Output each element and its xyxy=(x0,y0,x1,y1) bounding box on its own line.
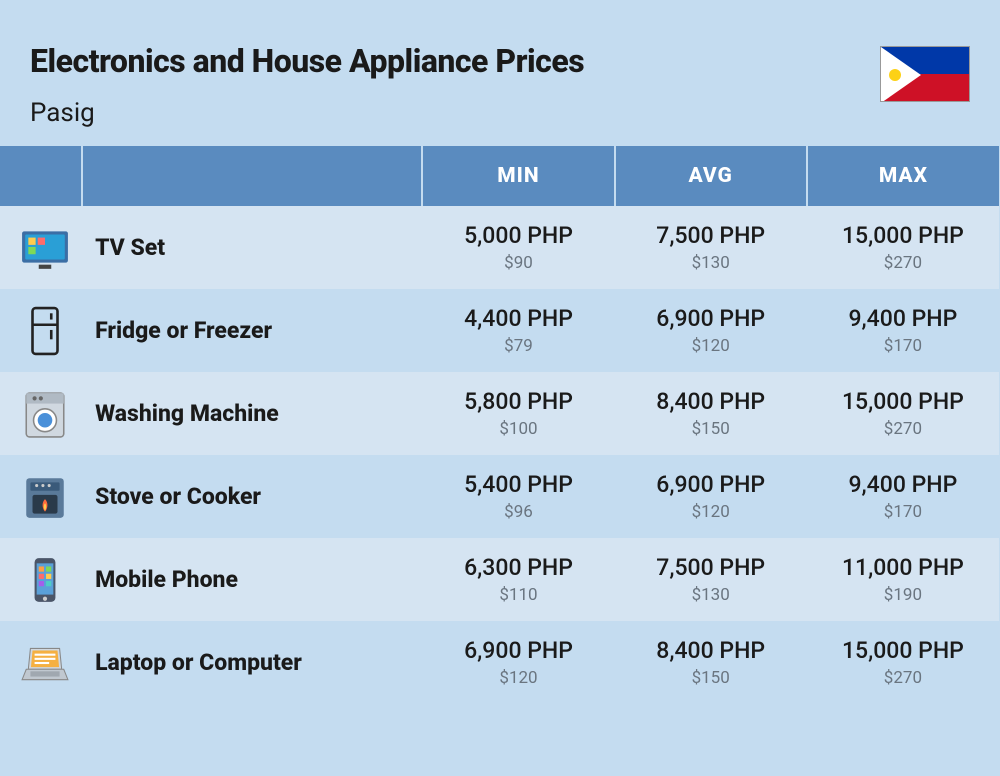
min-usd-value: $120 xyxy=(429,668,607,688)
min-usd-value: $110 xyxy=(429,585,607,605)
min-php-value: 6,900 PHP xyxy=(429,637,607,664)
min-php-value: 5,400 PHP xyxy=(429,471,607,498)
max-price-cell: 9,400 PHP $170 xyxy=(807,455,999,538)
max-usd-value: $170 xyxy=(814,336,992,356)
avg-price-cell: 8,400 PHP $150 xyxy=(615,621,807,704)
price-table: MIN AVG MAX TV Set 5,000 PHP $90 7,500 PHP $… xyxy=(0,146,1000,704)
min-price-cell: 5,800 PHP $100 xyxy=(422,372,614,455)
mobile-phone-icon xyxy=(0,538,82,621)
table-row: Laptop or Computer 6,900 PHP $120 8,400 PHP… xyxy=(0,621,999,704)
header-text: Electronics and House Appliance Prices P… xyxy=(30,42,584,128)
min-usd-value: $100 xyxy=(429,419,607,439)
item-name: Mobile Phone xyxy=(82,538,422,621)
min-usd-value: $96 xyxy=(429,502,607,522)
philippines-flag-icon xyxy=(880,46,970,102)
avg-usd-value: $120 xyxy=(622,502,800,522)
max-usd-value: $170 xyxy=(814,502,992,522)
fridge-icon xyxy=(0,289,82,372)
item-name: Stove or Cooker xyxy=(82,455,422,538)
min-price-cell: 6,300 PHP $110 xyxy=(422,538,614,621)
max-price-cell: 15,000 PHP $270 xyxy=(807,621,999,704)
max-usd-value: $270 xyxy=(814,419,992,439)
table-row: TV Set 5,000 PHP $90 7,500 PHP $130 15,000 PH… xyxy=(0,206,999,289)
col-header-name xyxy=(82,146,422,206)
col-header-max: MAX xyxy=(807,146,999,206)
price-table-container: Electronics and House Appliance Prices P… xyxy=(0,0,1000,704)
avg-price-cell: 6,900 PHP $120 xyxy=(615,289,807,372)
avg-php-value: 6,900 PHP xyxy=(622,305,800,332)
item-name: TV Set xyxy=(82,206,422,289)
avg-usd-value: $150 xyxy=(622,668,800,688)
location-subtitle: Pasig xyxy=(30,98,584,128)
max-price-cell: 15,000 PHP $270 xyxy=(807,372,999,455)
avg-php-value: 6,900 PHP xyxy=(622,471,800,498)
min-usd-value: $79 xyxy=(429,336,607,356)
min-usd-value: $90 xyxy=(429,253,607,273)
min-price-cell: 5,400 PHP $96 xyxy=(422,455,614,538)
page-title: Electronics and House Appliance Prices xyxy=(30,42,584,80)
washing-machine-icon xyxy=(0,372,82,455)
table-row: Washing Machine 5,800 PHP $100 8,400 PHP $15… xyxy=(0,372,999,455)
table-row: Stove or Cooker 5,400 PHP $96 6,900 PHP $120… xyxy=(0,455,999,538)
col-header-icon xyxy=(0,146,82,206)
laptop-icon xyxy=(0,621,82,704)
max-php-value: 15,000 PHP xyxy=(814,222,992,249)
item-name: Washing Machine xyxy=(82,372,422,455)
max-price-cell: 9,400 PHP $170 xyxy=(807,289,999,372)
avg-price-cell: 8,400 PHP $150 xyxy=(615,372,807,455)
table-row: Fridge or Freezer 4,400 PHP $79 6,900 PHP $1… xyxy=(0,289,999,372)
min-price-cell: 6,900 PHP $120 xyxy=(422,621,614,704)
max-php-value: 15,000 PHP xyxy=(814,637,992,664)
min-price-cell: 4,400 PHP $79 xyxy=(422,289,614,372)
avg-price-cell: 7,500 PHP $130 xyxy=(615,206,807,289)
avg-usd-value: $150 xyxy=(622,419,800,439)
avg-php-value: 7,500 PHP xyxy=(622,554,800,581)
min-php-value: 4,400 PHP xyxy=(429,305,607,332)
col-header-min: MIN xyxy=(422,146,614,206)
max-php-value: 9,400 PHP xyxy=(814,471,992,498)
avg-price-cell: 7,500 PHP $130 xyxy=(615,538,807,621)
min-php-value: 5,800 PHP xyxy=(429,388,607,415)
max-usd-value: $190 xyxy=(814,585,992,605)
stove-icon xyxy=(0,455,82,538)
table-row: Mobile Phone 6,300 PHP $110 7,500 PHP $130 11… xyxy=(0,538,999,621)
page-header: Electronics and House Appliance Prices P… xyxy=(0,0,1000,146)
max-php-value: 15,000 PHP xyxy=(814,388,992,415)
avg-php-value: 8,400 PHP xyxy=(622,388,800,415)
max-price-cell: 15,000 PHP $270 xyxy=(807,206,999,289)
tv-icon xyxy=(0,206,82,289)
max-price-cell: 11,000 PHP $190 xyxy=(807,538,999,621)
max-usd-value: $270 xyxy=(814,668,992,688)
avg-php-value: 7,500 PHP xyxy=(622,222,800,249)
min-php-value: 6,300 PHP xyxy=(429,554,607,581)
avg-usd-value: $130 xyxy=(622,253,800,273)
avg-php-value: 8,400 PHP xyxy=(622,637,800,664)
col-header-avg: AVG xyxy=(615,146,807,206)
item-name: Laptop or Computer xyxy=(82,621,422,704)
min-php-value: 5,000 PHP xyxy=(429,222,607,249)
min-price-cell: 5,000 PHP $90 xyxy=(422,206,614,289)
max-php-value: 11,000 PHP xyxy=(814,554,992,581)
item-name: Fridge or Freezer xyxy=(82,289,422,372)
avg-price-cell: 6,900 PHP $120 xyxy=(615,455,807,538)
avg-usd-value: $120 xyxy=(622,336,800,356)
max-usd-value: $270 xyxy=(814,253,992,273)
avg-usd-value: $130 xyxy=(622,585,800,605)
max-php-value: 9,400 PHP xyxy=(814,305,992,332)
table-header-row: MIN AVG MAX xyxy=(0,146,999,206)
